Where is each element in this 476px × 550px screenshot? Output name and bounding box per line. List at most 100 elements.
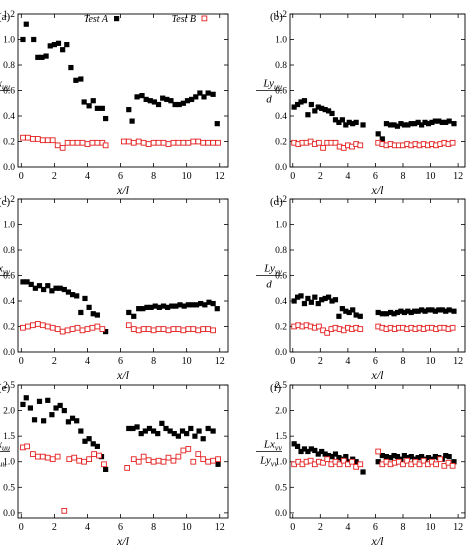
- data-point-test-a: [86, 436, 92, 442]
- data-point-test-b: [441, 462, 448, 469]
- y-tick-label: 0.4: [275, 112, 287, 122]
- data-point-test-b: [30, 451, 36, 457]
- data-point-test-b: [135, 458, 142, 465]
- data-point-test-a: [294, 294, 301, 300]
- data-point-test-a: [81, 99, 87, 105]
- data-point-test-b: [34, 453, 41, 460]
- series-test-a: [291, 441, 457, 475]
- data-point-test-b: [357, 142, 364, 149]
- data-point-test-a: [140, 306, 146, 312]
- data-point-test-a: [41, 418, 47, 424]
- data-point-test-a: [173, 303, 179, 309]
- data-point-test-a: [446, 454, 452, 460]
- x-tick-label: 10: [426, 171, 436, 182]
- data-point-test-a: [401, 309, 407, 316]
- y-tick-label: 1.0: [275, 458, 287, 468]
- data-point-test-a: [65, 419, 72, 425]
- data-point-test-a: [206, 299, 212, 305]
- x-axis-label: x/l: [116, 183, 130, 197]
- y-tick-label: 0.8: [275, 246, 287, 256]
- data-point-test-a: [86, 304, 92, 310]
- data-point-test-b: [175, 139, 182, 146]
- x-tick-label: 6: [373, 522, 378, 533]
- data-point-test-b: [185, 139, 192, 146]
- x-tick-label: 6: [118, 522, 123, 533]
- panel-label: (e): [0, 382, 11, 394]
- panel-label: (b): [270, 11, 283, 23]
- data-point-test-b: [155, 139, 162, 146]
- data-point-test-b: [215, 139, 221, 146]
- data-point-test-a: [143, 96, 149, 103]
- x-tick-label: 4: [85, 171, 90, 182]
- data-point-test-a: [41, 286, 47, 293]
- data-point-test-a: [325, 452, 332, 459]
- data-point-test-a: [28, 281, 34, 288]
- data-point-test-a: [188, 425, 194, 432]
- legend-label-test-b: Test B: [172, 14, 196, 25]
- data-point-test-a: [36, 398, 43, 404]
- data-point-test-a: [192, 433, 198, 439]
- data-point-test-b: [25, 134, 31, 141]
- y-label-denominator: d: [266, 279, 272, 291]
- data-point-test-a: [422, 119, 428, 125]
- data-point-test-b: [49, 137, 56, 144]
- data-point-test-a: [375, 131, 381, 137]
- data-point-test-b: [190, 458, 197, 465]
- data-point-test-a: [155, 430, 161, 437]
- y-tick-label: 0.0: [3, 163, 15, 173]
- data-point-test-a: [180, 100, 186, 106]
- series-test-b: [20, 321, 216, 335]
- data-point-test-a: [90, 98, 96, 104]
- data-point-test-b: [84, 326, 91, 332]
- data-point-test-a: [353, 119, 359, 125]
- x-tick-label: 10: [182, 522, 192, 533]
- data-point-test-a: [425, 455, 432, 461]
- data-point-test-a: [418, 454, 425, 460]
- data-point-test-a: [432, 308, 438, 314]
- data-point-test-a: [319, 297, 325, 303]
- y-tick-label: 0.6: [3, 87, 15, 97]
- data-point-test-a: [205, 425, 211, 432]
- data-point-test-a: [325, 108, 332, 114]
- data-point-test-a: [74, 293, 80, 299]
- data-point-test-a: [181, 303, 187, 309]
- data-point-test-a: [336, 455, 342, 461]
- data-point-test-a: [379, 311, 385, 317]
- data-point-test-b: [74, 139, 81, 146]
- data-point-test-a: [387, 309, 394, 316]
- x-tick-label: 8: [400, 356, 405, 367]
- data-point-test-a: [415, 455, 421, 461]
- y-label-num-sub: uu: [2, 444, 10, 453]
- data-point-test-a: [171, 430, 177, 437]
- data-point-test-a: [346, 119, 352, 125]
- data-point-test-b: [66, 456, 73, 463]
- data-point-test-a: [129, 118, 135, 124]
- data-point-test-b: [316, 139, 322, 146]
- panel-b: 0 2 4 6 8 10 12 0.0 0.2 0.4 0.6 0.8 1.0 1.2(b) x/l Lyuu…: [256, 10, 466, 197]
- data-point-test-a: [23, 21, 29, 27]
- series-test-a: [20, 279, 220, 335]
- data-point-test-a: [298, 99, 304, 105]
- plot-frame: [289, 384, 466, 519]
- data-point-test-b: [180, 139, 187, 146]
- data-point-test-a: [167, 428, 173, 434]
- y-label-den-main: d: [266, 279, 272, 291]
- data-point-test-a: [201, 94, 207, 100]
- data-point-test-a: [155, 101, 162, 108]
- data-point-test-a: [103, 329, 109, 335]
- data-point-test-a: [90, 441, 96, 447]
- data-point-test-a: [189, 302, 196, 308]
- data-point-test-b: [20, 324, 26, 331]
- data-point-test-b: [200, 326, 207, 332]
- data-point-test-a: [301, 98, 308, 104]
- data-point-test-a: [357, 313, 363, 319]
- y-tick-label: 2.0: [3, 407, 15, 417]
- data-point-test-b: [145, 457, 152, 464]
- data-point-test-a: [325, 294, 332, 300]
- data-point-test-a: [64, 42, 70, 48]
- panel-e: 0246810120.00.51.01.52.02.5(e)x/lLxuuLyu…: [0, 381, 229, 548]
- data-point-test-b: [89, 139, 96, 146]
- x-tick-label: 10: [426, 356, 436, 367]
- data-point-test-a: [405, 122, 411, 128]
- data-point-test-a: [383, 311, 390, 317]
